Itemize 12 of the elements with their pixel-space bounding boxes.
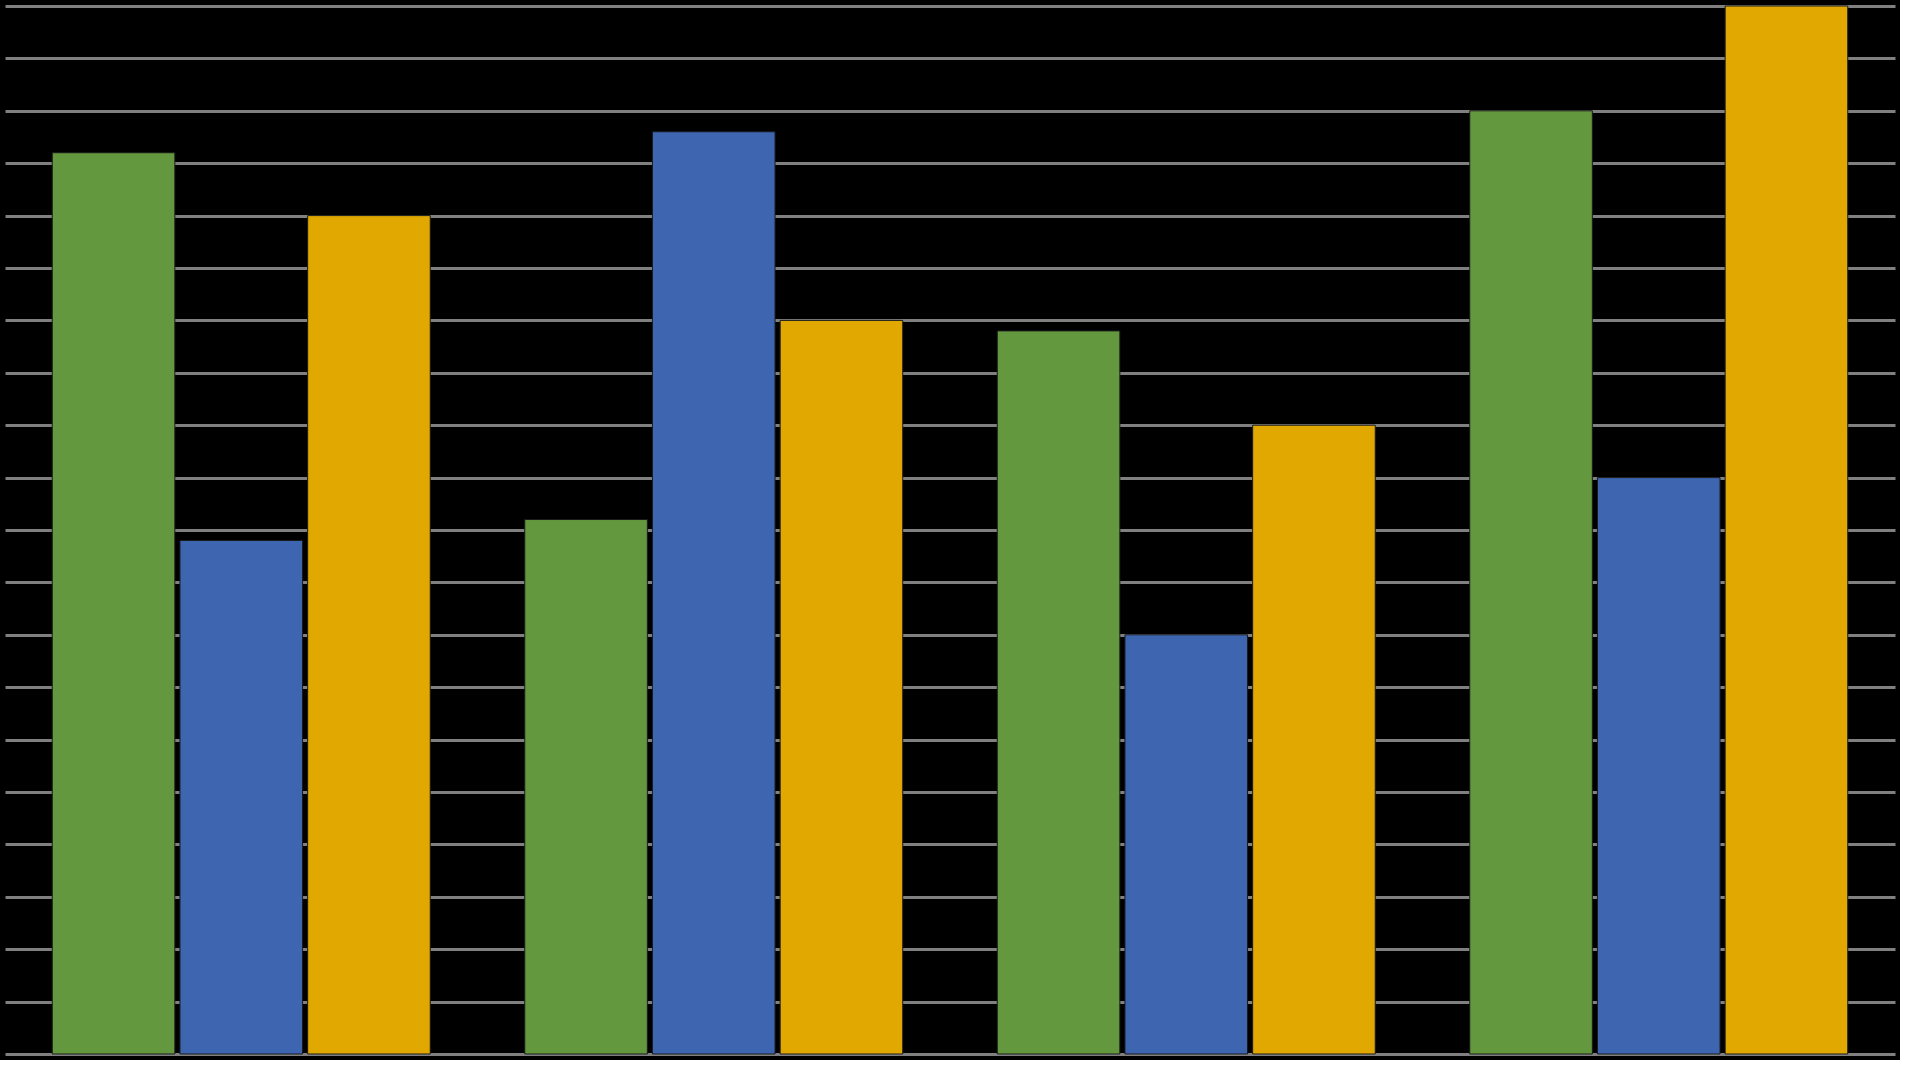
bar [779,319,904,1055]
bar [651,131,776,1055]
bar [1724,5,1849,1055]
bar [524,519,648,1055]
bar [996,330,1121,1055]
bar [1469,110,1593,1055]
bar [1596,477,1721,1055]
bar [307,215,431,1055]
bar [179,539,304,1055]
bar [51,152,176,1055]
bar [1124,634,1249,1055]
bar [1252,424,1376,1055]
